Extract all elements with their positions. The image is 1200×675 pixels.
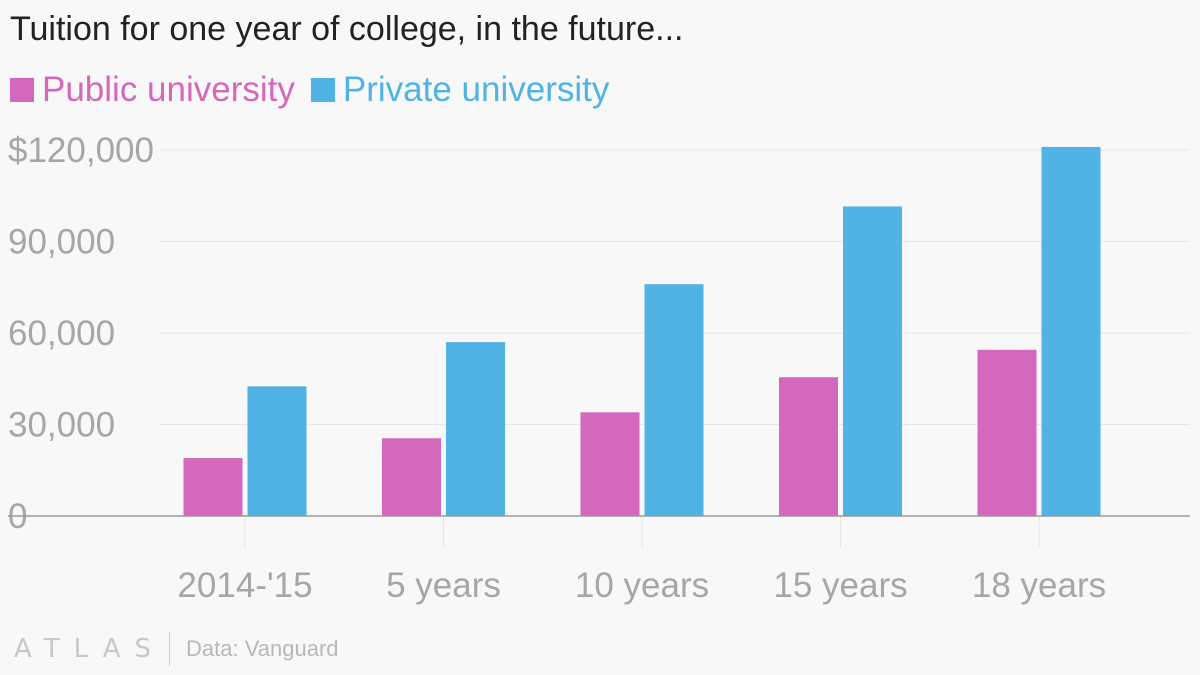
x-tick-label: 18 years [972, 566, 1106, 605]
y-tick-label: 90,000 [8, 223, 115, 262]
bar-public [382, 438, 441, 516]
legend-item-public: Public university [10, 70, 295, 110]
footer-divider [169, 632, 171, 666]
bar-private [446, 342, 505, 516]
legend-item-private: Private university [310, 70, 610, 110]
legend-label-private: Private university [342, 70, 610, 109]
bar-public [580, 412, 640, 516]
footer: ATLAS Data: Vanguard [0, 632, 339, 666]
legend-swatch-public [10, 78, 34, 102]
x-tick-label: 10 years [575, 566, 709, 605]
x-tick-label: 15 years [773, 566, 907, 605]
bar-private [843, 206, 902, 517]
bar-public [977, 349, 1037, 516]
x-tick-label: 5 years [386, 566, 501, 605]
y-tick-label: 30,000 [8, 406, 115, 445]
y-tick-label: 60,000 [8, 314, 115, 353]
y-tick-label: $120,000 [8, 131, 154, 170]
bar-private [644, 284, 704, 516]
bar-public [183, 458, 243, 516]
bar-private [1041, 146, 1101, 516]
bar-public [779, 377, 838, 516]
legend-swatch-private [310, 78, 335, 102]
legend-label-public: Public university [42, 70, 295, 109]
chart-title: Tuition for one year of college, in the … [10, 10, 684, 48]
x-tick-label: 2014-'15 [177, 566, 312, 605]
bar-private [247, 386, 307, 516]
legend: Public university Private university [10, 70, 609, 110]
atlas-logo: ATLAS [14, 634, 166, 664]
data-source: Data: Vanguard [186, 636, 339, 661]
